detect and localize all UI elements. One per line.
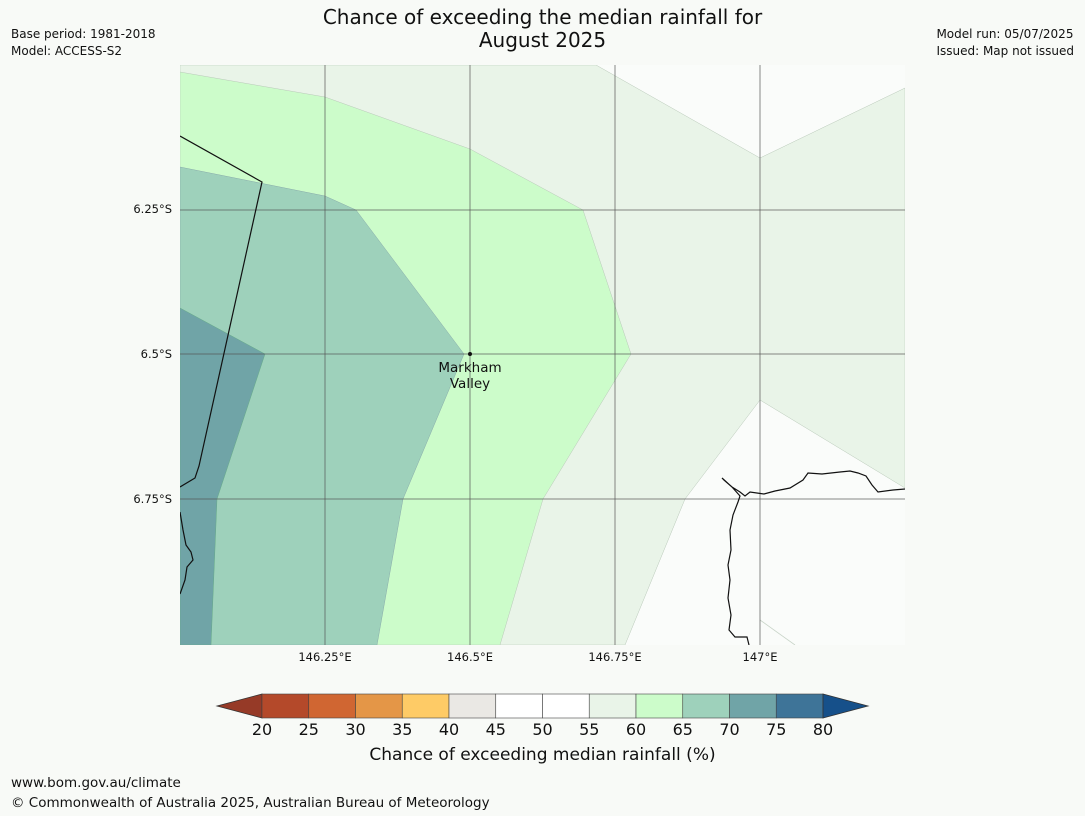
colorbar-tick: 45 <box>485 720 506 739</box>
colorbar-segment <box>775 693 824 719</box>
place-label-line-2: Valley <box>449 376 491 392</box>
lon-label-147: 147°E <box>742 650 778 664</box>
zone-70-75 <box>180 307 266 645</box>
colorbar-tick: 70 <box>719 720 740 739</box>
colorbar-tick: 55 <box>579 720 600 739</box>
colorbar-segment <box>682 693 730 719</box>
lon-label-146.5: 146.5°E <box>447 650 493 664</box>
lon-label-146.25: 146.25°E <box>298 650 352 664</box>
place-label: Markham Valley <box>420 360 520 392</box>
colorbar-tick: 25 <box>298 720 319 739</box>
colorbar-tick: 75 <box>766 720 787 739</box>
meta-left: Base period: 1981-2018 Model: ACCESS-S2 <box>11 26 156 60</box>
colorbar-segment <box>588 693 637 719</box>
faint-contour <box>759 619 796 645</box>
meta-right: Model run: 05/07/2025 Issued: Map not is… <box>936 26 1074 60</box>
colorbar-tick: 40 <box>438 720 460 739</box>
colorbar-segment <box>261 693 310 719</box>
colorbar-tick: 80 <box>812 720 834 739</box>
colorbar <box>215 693 870 719</box>
colorbar-tick: 30 <box>345 720 366 739</box>
footer-copyright: © Commonwealth of Australia 2025, Austra… <box>11 795 490 811</box>
place-label-line-1: Markham <box>438 360 502 376</box>
east-coast <box>721 470 905 645</box>
colorbar-segment <box>308 693 356 719</box>
zone-65-70 <box>180 166 465 645</box>
colorbar-tick: 35 <box>392 720 413 739</box>
base-period: Base period: 1981-2018 <box>11 27 156 41</box>
graticule <box>180 65 905 645</box>
colorbar-tick: 20 <box>251 720 273 739</box>
colorbar-segment <box>542 693 590 719</box>
colorbar-tick: 60 <box>625 720 647 739</box>
coastlines <box>180 135 905 645</box>
colorbar-tick: 65 <box>672 720 693 739</box>
colorbar-tick: 50 <box>532 720 553 739</box>
province-border <box>180 135 263 488</box>
title-line-2: August 2025 <box>478 28 607 52</box>
colorbar-over <box>822 693 870 719</box>
title-line-1: Chance of exceeding the median rainfall … <box>322 5 763 29</box>
colorbar-segment <box>635 693 684 719</box>
colorbar-label: Chance of exceeding median rainfall (%) <box>369 745 716 765</box>
lat-label-6.25: 6.25°S <box>133 202 172 216</box>
map-zones <box>180 65 905 645</box>
model-name: Model: ACCESS-S2 <box>11 44 123 58</box>
colorbar-segment <box>355 693 403 719</box>
colorbar-segment <box>729 693 777 719</box>
colorbar-segment <box>401 693 450 719</box>
west-coast <box>180 511 194 595</box>
lat-label-6.75: 6.75°S <box>133 492 172 506</box>
issued-status: Issued: Map not issued <box>936 44 1074 58</box>
colorbar-segment <box>495 693 543 719</box>
colorbar-under <box>215 693 263 719</box>
colorbar-segments <box>261 693 824 719</box>
model-run: Model run: 05/07/2025 <box>936 27 1074 41</box>
lat-label-6.5: 6.5°S <box>140 347 172 361</box>
lon-label-146.75: 146.75°E <box>588 650 642 664</box>
footer-url[interactable]: www.bom.gov.au/climate <box>11 775 181 791</box>
map-title: Chance of exceeding the median rainfall … <box>0 6 1085 52</box>
colorbar-segment <box>448 693 497 719</box>
place-marker[interactable] <box>468 352 472 356</box>
